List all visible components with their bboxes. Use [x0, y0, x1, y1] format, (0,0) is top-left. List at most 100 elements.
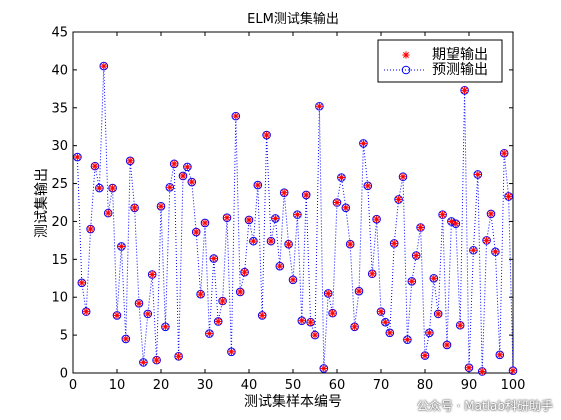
- expected-point: [249, 237, 257, 245]
- expected-point: [267, 237, 275, 245]
- predicted-point: [152, 355, 161, 365]
- expected-point: [443, 341, 451, 349]
- expected-point: [346, 240, 354, 248]
- legend-star: [402, 51, 410, 59]
- expected-point: [280, 189, 288, 197]
- expected-point: [381, 318, 389, 326]
- expected-point: [236, 288, 244, 296]
- expected-point: [73, 153, 81, 161]
- expected-point: [469, 246, 477, 254]
- x-tick-label: 80: [417, 378, 434, 393]
- predicted-point: [143, 309, 153, 319]
- expected-point: [161, 323, 169, 331]
- predicted-point: [209, 254, 219, 263]
- x-tick-label: 20: [153, 378, 170, 393]
- legend-label-predicted: 预测输出: [432, 62, 488, 78]
- predicted-point: [367, 269, 377, 279]
- legend-circle: [401, 65, 411, 75]
- predicted-point: [147, 270, 157, 279]
- expected-point: [117, 242, 125, 251]
- expected-point: [276, 262, 284, 270]
- predicted-point: [425, 328, 434, 338]
- expected-point: [148, 270, 156, 279]
- y-tick-label: 20: [51, 215, 68, 230]
- x-tick-label: 50: [285, 378, 302, 393]
- expected-point: [456, 321, 464, 329]
- expected-point: [91, 162, 99, 170]
- expected-point: [311, 331, 319, 339]
- predicted-point: [416, 223, 425, 232]
- predicted-point: [227, 347, 236, 357]
- predicted-point: [73, 152, 82, 162]
- predicted-point: [77, 278, 87, 288]
- predicted-point: [108, 183, 117, 193]
- predicted-point: [376, 307, 386, 316]
- predicted-point: [508, 366, 518, 376]
- expected-point: [324, 289, 332, 298]
- expected-point: [285, 240, 293, 248]
- predicted-point: [451, 219, 461, 229]
- predicted-point: [95, 183, 104, 193]
- predicted-point: [381, 317, 390, 327]
- expected-point: [82, 308, 90, 316]
- predicted-point: [385, 328, 395, 338]
- expected-point: [188, 178, 196, 186]
- predicted-point: [130, 203, 139, 213]
- y-tick-label: 30: [51, 139, 68, 154]
- expected-point: [289, 276, 297, 284]
- expected-point: [126, 157, 134, 165]
- predicted-point: [504, 192, 513, 201]
- x-tick-label: 100: [501, 378, 526, 393]
- predicted-point: [337, 173, 346, 182]
- x-tick-label: 60: [329, 378, 346, 393]
- predicted-point: [372, 214, 381, 224]
- predicted-point: [262, 130, 271, 140]
- predicted-point: [99, 61, 109, 71]
- predicted-point: [293, 210, 302, 219]
- expected-point: [421, 351, 429, 360]
- predicted-point: [156, 201, 166, 211]
- predicted-point: [125, 156, 135, 166]
- predicted-point: [442, 340, 452, 350]
- predicted-point: [315, 101, 324, 111]
- expected-point: [293, 211, 301, 219]
- predicted-point: [407, 277, 417, 286]
- expected-point: [439, 211, 447, 219]
- expected-point: [263, 131, 271, 139]
- expected-point: [139, 358, 147, 366]
- expected-point: [337, 173, 345, 182]
- predicted-point: [499, 148, 509, 158]
- predicted-point: [165, 183, 175, 192]
- predicted-point: [495, 350, 505, 360]
- predicted-point: [121, 334, 131, 344]
- x-tick-label: 90: [461, 378, 478, 393]
- y-tick-label: 25: [51, 177, 68, 192]
- expected-point: [254, 181, 262, 189]
- expected-point: [509, 367, 517, 375]
- legend-marker-predicted: [384, 65, 426, 75]
- expected-point: [386, 329, 394, 337]
- predicted-point: [328, 308, 337, 318]
- expected-point: [157, 202, 165, 210]
- predicted-point: [354, 286, 364, 296]
- predicted-point: [90, 161, 100, 171]
- expected-point: [205, 329, 213, 338]
- predicted-point: [359, 139, 368, 148]
- predicted-point: [205, 329, 214, 338]
- expected-point: [298, 317, 306, 325]
- expected-point: [478, 367, 486, 376]
- predicted-point: [288, 275, 298, 285]
- expected-point: [483, 236, 491, 244]
- predicted-point: [323, 289, 333, 298]
- expected-point: [487, 210, 495, 218]
- expected-point: [166, 183, 174, 191]
- expected-point: [496, 351, 504, 359]
- predicted-point: [438, 210, 447, 219]
- predicted-point: [187, 177, 197, 187]
- predicted-point: [411, 251, 421, 260]
- predicted-point: [86, 224, 95, 234]
- predicted-point: [183, 162, 192, 172]
- y-tick-label: 45: [51, 26, 68, 41]
- expected-point: [227, 348, 235, 356]
